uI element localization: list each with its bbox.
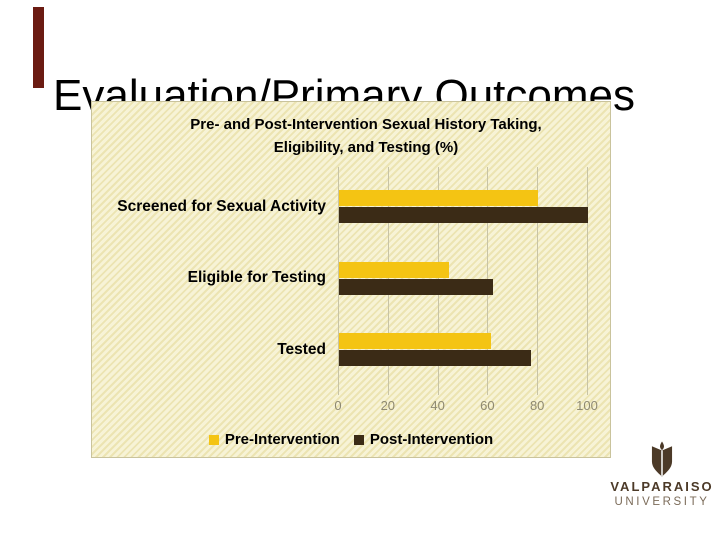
- chart-title-line1: Pre- and Post-Intervention Sexual Histor…: [190, 116, 542, 133]
- legend-label: Post-Intervention: [369, 431, 494, 448]
- x-axis-tick-label: 0: [334, 398, 342, 413]
- logo-wordmark: VALPARAISO: [610, 479, 714, 494]
- bar-pre-intervention: [339, 261, 449, 278]
- bar-pre-intervention: [339, 190, 539, 206]
- logo-subtext: UNIVERSITY: [614, 496, 710, 508]
- title-accent-bar: [33, 7, 44, 88]
- x-axis-tick-label: 80: [529, 398, 545, 413]
- bar-chart: Pre- and Post-Intervention Sexual Histor…: [91, 101, 611, 458]
- legend-item: Pre-Intervention: [208, 431, 340, 448]
- x-axis-tick-label: 40: [430, 398, 445, 413]
- valparaiso-shield-icon: [651, 441, 673, 477]
- x-axis-tick-label: 100: [576, 398, 598, 413]
- category-label: Screened for Sexual Activity: [117, 197, 326, 215]
- x-axis-tick-label: 20: [380, 398, 396, 413]
- gridline: [587, 167, 588, 395]
- category-label: Eligible for Testing: [187, 269, 326, 286]
- legend-swatch-icon: [208, 434, 219, 445]
- chart-title-line2: Eligibility, and Testing (%): [273, 139, 459, 156]
- bar-post-intervention: [339, 350, 531, 366]
- legend-swatch-icon: [353, 434, 364, 445]
- bar-post-intervention: [339, 278, 494, 295]
- legend-item: Post-Intervention: [353, 431, 494, 448]
- legend-label: Pre-Intervention: [224, 431, 340, 448]
- bar-post-intervention: [339, 207, 588, 223]
- valparaiso-logo: VALPARAISO UNIVERSITY: [602, 441, 720, 508]
- category-label: Tested: [277, 340, 326, 358]
- legend: Pre-Intervention Post-Intervention: [92, 431, 610, 448]
- chart-title: Pre- and Post-Intervention Sexual Histor…: [132, 113, 600, 159]
- gridline: [537, 167, 539, 395]
- gridline: [338, 167, 339, 395]
- bar-pre-intervention: [339, 333, 491, 349]
- x-axis-tick-label: 60: [480, 398, 495, 413]
